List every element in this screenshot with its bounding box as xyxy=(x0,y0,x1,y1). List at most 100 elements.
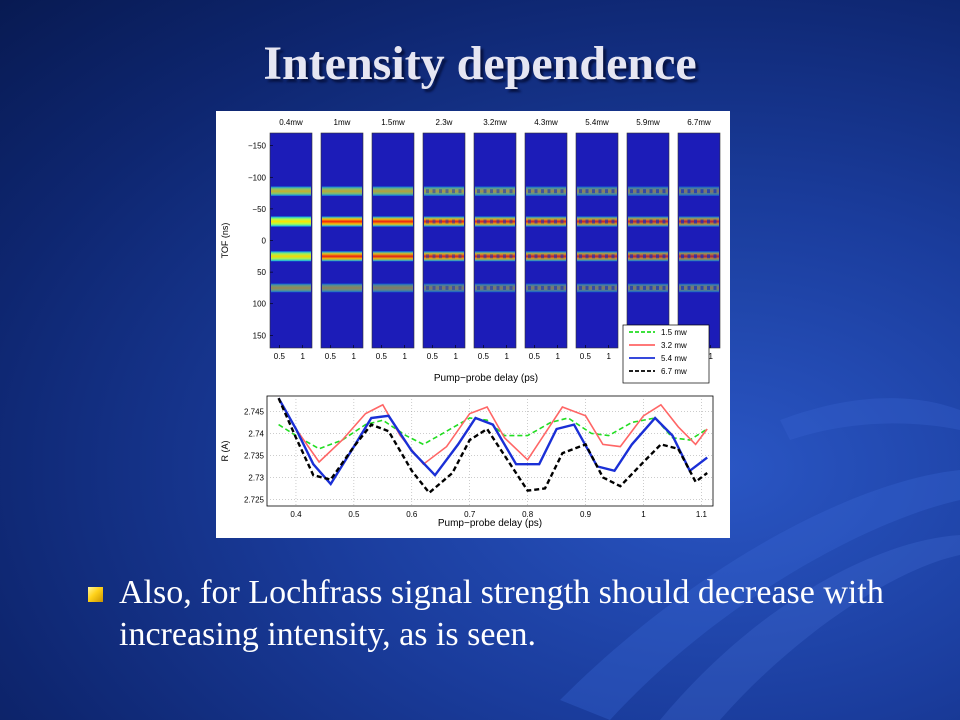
heatmap-panel-bg xyxy=(677,132,721,349)
heatmap-modulation xyxy=(643,189,646,194)
heatmap-modulation xyxy=(490,285,493,290)
x-tick-label: 0.5 xyxy=(376,352,388,361)
heatmap-modulation xyxy=(496,189,500,194)
line-chart: 0.4 0.5 0.6 0.7 0.8 0.9 1 1.1 2.745 2.74 2.735 2.73… xyxy=(220,324,714,529)
heatmap-band xyxy=(475,186,515,196)
bullet-item: Also, for Lochfrass signal strength shou… xyxy=(88,572,888,656)
heatmap-modulation xyxy=(585,285,589,290)
heatmap-modulation xyxy=(643,285,646,290)
heatmap-modulation xyxy=(630,219,633,224)
heatmap-modulation xyxy=(598,254,602,259)
heatmap-modulation xyxy=(503,219,506,224)
figure-svg: 0.4mw 0.5 1 1mw 0.5 1 1.5mw 0.5 1 2.3w 0.5 1 3.2mw 0.… xyxy=(220,118,721,529)
heatmap-modulation xyxy=(528,254,531,259)
y-tick-label: 0 xyxy=(262,237,267,246)
heatmap-modulation xyxy=(598,219,602,224)
heatmap-modulation xyxy=(490,189,493,194)
y-tick-label: 150 xyxy=(253,331,267,340)
x-tick-label: 0.5 xyxy=(325,352,337,361)
heatmap-modulation xyxy=(541,189,544,194)
heatmap-modulation xyxy=(713,219,717,224)
heatmap-modulation xyxy=(662,254,666,259)
y-tick-label: 2.745 xyxy=(244,407,265,416)
heatmap-band xyxy=(628,283,668,293)
y-tick-label: 2.735 xyxy=(244,451,265,460)
heatmap-band xyxy=(628,216,668,227)
heatmap-modulation xyxy=(649,285,653,290)
x-tick-label: 1 xyxy=(300,352,305,361)
x-tick-label: 1 xyxy=(351,352,356,361)
heatmap-modulation xyxy=(611,254,615,259)
x-tick-label: 1 xyxy=(402,352,407,361)
heatmap-panel: 1mw 0.5 1 xyxy=(320,118,364,361)
y-tick-label: −100 xyxy=(248,173,267,182)
x-tick-label: 0.8 xyxy=(522,510,534,519)
series-line xyxy=(277,397,708,466)
heatmap-modulation xyxy=(649,219,653,224)
heatmap-modulation xyxy=(432,189,436,194)
heatmap-modulation xyxy=(713,285,717,290)
heatmap-modulation xyxy=(458,219,462,224)
heatmap-modulation xyxy=(452,189,455,194)
heatmap-panel: 2.3w 0.5 1 xyxy=(422,118,466,361)
heatmap-modulation xyxy=(477,189,480,194)
heatmap-modulation xyxy=(636,254,640,259)
y-tick-label: 50 xyxy=(257,268,266,277)
heatmap-panel-bg xyxy=(575,132,619,349)
heatmap-band xyxy=(679,186,719,196)
heatmap-modulation xyxy=(445,219,449,224)
heatmap-modulation xyxy=(605,254,608,259)
y-tick-label: 2.74 xyxy=(248,429,264,438)
heatmap-modulation xyxy=(656,254,659,259)
x-tick-label: 1 xyxy=(606,352,611,361)
heatmap-modulation xyxy=(547,189,551,194)
heatmap-band xyxy=(526,251,566,262)
heatmap-modulation xyxy=(605,189,608,194)
heatmap-modulation xyxy=(541,219,544,224)
heatmap-modulation xyxy=(541,285,544,290)
heatmap-modulation xyxy=(585,219,589,224)
heatmap-panel: 4.3mw 0.5 1 xyxy=(524,118,568,361)
heatmap-modulation xyxy=(426,219,429,224)
heatmap-modulation xyxy=(700,219,704,224)
heatmap-band xyxy=(373,283,413,293)
panel-label: 5.4mw xyxy=(585,118,609,127)
heatmap-modulation xyxy=(503,285,506,290)
heatmap-modulation xyxy=(477,219,480,224)
y-axis-label: TOF (ns) xyxy=(220,223,230,259)
heatmap-modulation xyxy=(509,219,513,224)
x-tick-label: 0.5 xyxy=(529,352,541,361)
heatmap-modulation xyxy=(585,189,589,194)
heatmap-modulation xyxy=(483,254,487,259)
heatmap-modulation xyxy=(560,254,564,259)
heatmap-modulation xyxy=(687,254,691,259)
heatmap-panel-bg xyxy=(320,132,364,349)
heatmap-modulation xyxy=(554,285,557,290)
heatmap-modulation xyxy=(707,189,710,194)
heatmap-panel: 5.9mw0.51 xyxy=(626,118,670,361)
heatmap-band xyxy=(424,251,464,262)
legend-entry: 6.7 mw xyxy=(661,367,687,376)
heatmap-modulation xyxy=(605,285,608,290)
y-tick-label: 2.725 xyxy=(244,495,265,504)
x-tick-label: 0.5 xyxy=(274,352,286,361)
heatmap-modulation xyxy=(579,285,582,290)
heatmap-band xyxy=(679,216,719,227)
y-tick-label: 100 xyxy=(253,300,267,309)
heatmap-band xyxy=(322,283,362,293)
heatmap-band xyxy=(628,251,668,262)
heatmap-modulation xyxy=(458,254,462,259)
heatmap-modulation xyxy=(432,254,436,259)
heatmap-modulation xyxy=(598,285,602,290)
heatmap-modulation xyxy=(687,219,691,224)
heatmap-band xyxy=(628,186,668,196)
heatmap-modulation xyxy=(554,189,557,194)
heatmap-panel: 3.2mw 0.5 1 xyxy=(473,118,517,361)
heatmap-modulation xyxy=(656,219,659,224)
slide-title: Intensity dependence xyxy=(263,37,697,90)
heatmap-modulation xyxy=(636,219,640,224)
heatmap-panel-bg xyxy=(371,132,415,349)
heatmap-modulation xyxy=(503,189,506,194)
heatmap-modulation xyxy=(534,285,538,290)
